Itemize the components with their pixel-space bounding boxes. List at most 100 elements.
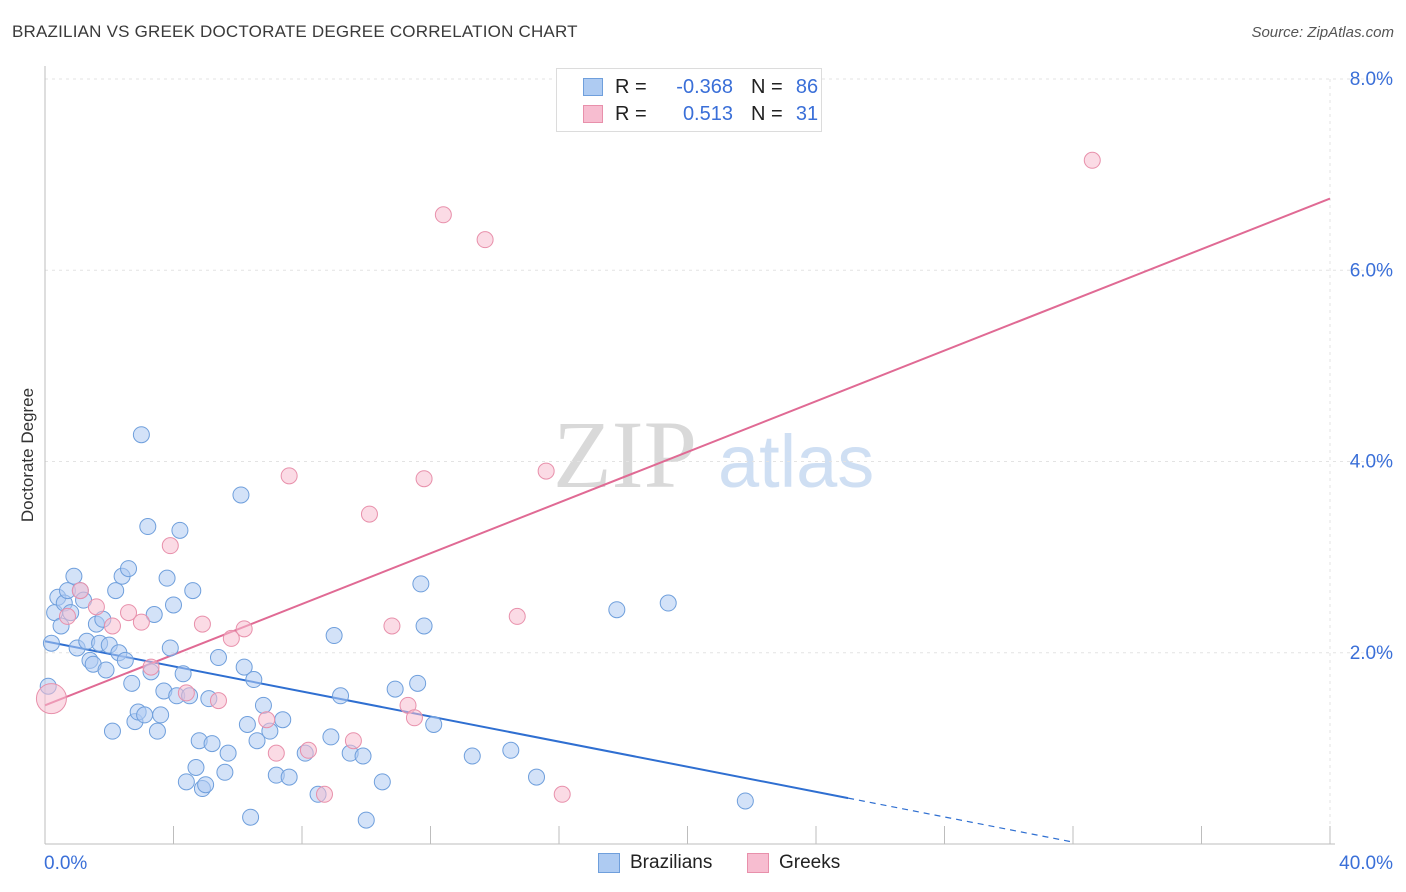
point-brazilians xyxy=(425,715,443,733)
legend-r-label: R = xyxy=(615,75,647,98)
stats-legend: R = -0.368 N = 86 R = 0.513 N = 31 xyxy=(556,68,822,132)
point-greeks xyxy=(71,582,89,600)
point-greeks xyxy=(103,617,121,635)
point-brazilians xyxy=(322,728,340,746)
point-brazilians xyxy=(280,768,298,786)
point-greeks xyxy=(35,683,67,715)
point-brazilians xyxy=(132,426,150,444)
point-greeks xyxy=(553,785,571,803)
point-greeks xyxy=(120,604,138,622)
legend-n-label: N = xyxy=(751,75,783,98)
point-greeks xyxy=(315,785,333,803)
point-brazilians xyxy=(203,735,221,753)
point-brazilians xyxy=(235,658,253,676)
legend-r-label: R = xyxy=(615,102,647,125)
point-brazilians xyxy=(254,696,272,714)
point-greeks xyxy=(142,658,160,676)
y-tick-label: 4.0% xyxy=(1350,452,1393,473)
point-brazilians xyxy=(152,706,170,724)
point-brazilians xyxy=(736,792,754,810)
point-brazilians xyxy=(145,606,163,623)
legend-swatch-greeks xyxy=(747,853,769,873)
point-brazilians xyxy=(165,596,182,614)
point-brazilians xyxy=(65,567,83,585)
point-brazilians xyxy=(148,722,166,740)
point-layer xyxy=(35,151,1101,829)
point-brazilians xyxy=(412,575,430,593)
y-tick-label: 6.0% xyxy=(1350,260,1393,281)
legend-swatch-brazilians xyxy=(598,853,620,873)
point-greeks xyxy=(193,615,211,633)
point-greeks xyxy=(476,231,494,249)
point-brazilians xyxy=(171,521,189,539)
legend-row-brazilians: R = -0.368 N = 86 xyxy=(583,75,825,99)
point-brazilians xyxy=(463,747,481,765)
source-label: Source: ZipAtlas.com xyxy=(1251,24,1394,41)
trendline-brazilians-extension xyxy=(848,797,1074,843)
point-greeks xyxy=(132,613,150,631)
point-brazilians xyxy=(238,715,256,733)
point-brazilians xyxy=(103,722,121,740)
x-tick-label: 0.0% xyxy=(44,853,87,874)
tick-label-layer: 2.0% 4.0% 6.0% 8.0% 0.0% 40.0% xyxy=(44,69,1393,874)
point-greeks xyxy=(299,741,317,759)
series-legend: Brazilians Greeks xyxy=(0,852,1406,876)
point-greeks xyxy=(434,206,452,224)
point-brazilians xyxy=(209,649,227,667)
point-brazilians xyxy=(161,639,179,657)
point-brazilians xyxy=(136,706,154,724)
point-brazilians xyxy=(139,518,157,536)
point-greeks xyxy=(537,462,555,480)
legend-item-brazilians[interactable]: Brazilians xyxy=(598,852,712,874)
axis-layer xyxy=(44,66,1335,845)
point-brazilians xyxy=(219,744,237,762)
point-brazilians xyxy=(187,759,205,776)
legend-item-greeks[interactable]: Greeks xyxy=(747,852,840,874)
point-brazilians xyxy=(373,773,391,791)
legend-label-greeks: Greeks xyxy=(779,852,841,873)
point-greeks xyxy=(258,711,276,729)
point-brazilians xyxy=(107,582,125,600)
point-brazilians xyxy=(242,808,260,826)
point-brazilians xyxy=(42,634,60,652)
point-brazilians xyxy=(357,811,375,829)
y-tick-label: 8.0% xyxy=(1350,69,1393,90)
trend-layer xyxy=(44,197,1331,843)
point-greeks xyxy=(405,709,423,727)
point-brazilians xyxy=(354,747,372,765)
legend-swatch-brazilians xyxy=(583,78,603,96)
point-greeks xyxy=(280,467,298,485)
point-brazilians xyxy=(409,674,427,692)
legend-r-value: -0.368 xyxy=(676,75,733,98)
legend-n-label: N = xyxy=(751,102,783,125)
point-brazilians xyxy=(502,741,520,759)
point-greeks xyxy=(161,537,179,555)
point-greeks xyxy=(235,620,253,638)
y-tick-label: 2.0% xyxy=(1350,643,1393,664)
point-brazilians xyxy=(97,661,115,679)
point-brazilians xyxy=(216,763,234,781)
point-brazilians xyxy=(245,671,263,689)
point-greeks xyxy=(222,629,240,647)
point-greeks xyxy=(415,470,433,488)
point-brazilians xyxy=(248,732,266,750)
point-brazilians xyxy=(325,627,343,645)
point-greeks xyxy=(209,692,227,710)
legend-r-value: 0.513 xyxy=(682,102,733,125)
point-brazilians xyxy=(386,680,404,698)
point-greeks xyxy=(177,684,195,702)
point-brazilians xyxy=(332,687,350,705)
point-brazilians xyxy=(177,773,195,791)
legend-n-value: 86 xyxy=(795,75,819,98)
point-brazilians xyxy=(659,594,677,612)
point-greeks xyxy=(383,617,401,635)
point-greeks xyxy=(87,598,105,616)
point-brazilians xyxy=(116,651,134,669)
point-brazilians xyxy=(184,582,202,600)
point-greeks xyxy=(360,505,378,523)
point-brazilians xyxy=(197,776,215,794)
point-greeks xyxy=(58,607,76,625)
point-brazilians xyxy=(415,617,433,635)
point-brazilians xyxy=(174,665,192,683)
